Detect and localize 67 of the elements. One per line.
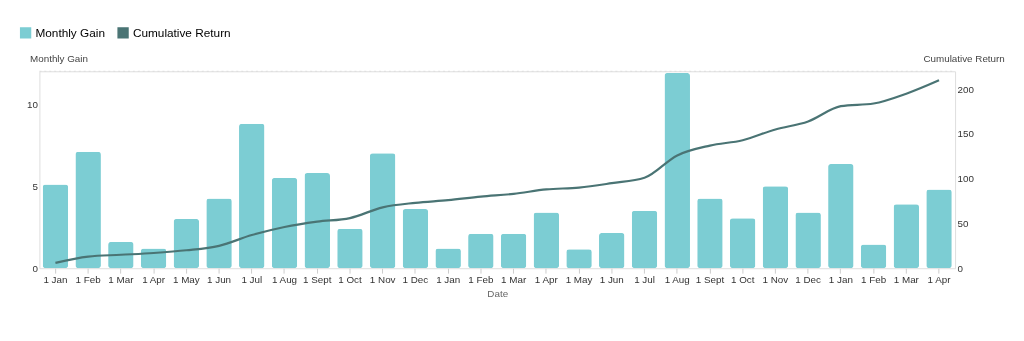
x-tick-label: 1 Aug: [271, 274, 298, 286]
legend-label: Monthly Gain: [35, 25, 105, 40]
bar: [435, 248, 461, 269]
bar: [402, 209, 429, 269]
legend-label: Cumulative Return: [132, 25, 231, 40]
x-tick-label: 1 Apr: [927, 274, 952, 286]
y2-tick-label: 0: [957, 262, 964, 274]
bar: [206, 198, 232, 269]
y-tick-label: 10: [26, 98, 39, 110]
bar: [795, 212, 821, 269]
bar: [173, 218, 200, 269]
bar: [729, 218, 756, 269]
x-tick-label: 1 Feb: [75, 274, 102, 286]
x-tick-label: 1 Sept: [303, 274, 332, 286]
x-tick-label: 1 Jun: [599, 274, 624, 286]
bar: [893, 204, 920, 269]
x-tick-label: 1 Apr: [142, 274, 166, 286]
x-tick-label: 1 Jan: [43, 274, 68, 286]
x-axis-title: Date: [487, 288, 509, 300]
y2-tick-label: 200: [957, 83, 975, 95]
bar: [533, 212, 560, 269]
x-tick-label: 1 Oct: [338, 274, 362, 286]
y-tick-label: 5: [32, 180, 39, 192]
x-tick-label: 1 Mar: [501, 274, 527, 286]
x-tick-label: 1 May: [565, 274, 593, 286]
x-tick-label: 1 Mar: [893, 274, 920, 286]
bar: [239, 123, 265, 269]
x-tick-label: 1 Jun: [207, 274, 232, 286]
bar: [860, 244, 887, 269]
line-series: [54, 79, 941, 264]
bar: [468, 233, 494, 269]
x-tick-label: 1 Sept: [695, 274, 725, 286]
bar: [271, 177, 298, 269]
x-tick-label: 1 Nov: [369, 274, 396, 286]
x-tick-label: 1 Jul: [634, 274, 655, 286]
bar: [369, 153, 396, 269]
bar: [75, 151, 101, 269]
x-tick-label: 1 Oct: [730, 274, 755, 286]
bar: [500, 233, 527, 269]
bar: [337, 228, 363, 269]
y2-tick-label: 50: [957, 217, 969, 229]
y2-tick-label: 150: [957, 128, 975, 140]
x-tick-label: 1 Dec: [402, 274, 429, 286]
x-tick-label: 1 Aug: [664, 274, 690, 286]
bar: [828, 163, 854, 269]
y-axis-title: Monthly Gain: [30, 52, 88, 64]
x-tick-label: 1 Jan: [828, 274, 853, 286]
x-tick-label: 1 Dec: [795, 274, 822, 286]
x-tick-label: 1 Feb: [468, 274, 494, 286]
bar: [926, 189, 952, 269]
bar: [762, 186, 789, 269]
x-tick-label: 1 Feb: [861, 274, 887, 286]
x-tick-label: 1 Apr: [534, 274, 559, 286]
bar: [664, 72, 690, 269]
x-tick-label: 1 May: [172, 274, 200, 286]
bar: [631, 210, 658, 269]
y-tick-label: 0: [32, 262, 39, 274]
bar: [42, 184, 69, 269]
y2-axis-title: Cumulative Return: [923, 52, 1005, 64]
bar: [599, 232, 625, 269]
y2-tick-label: 100: [957, 173, 975, 185]
x-tick-label: 1 Mar: [108, 274, 135, 286]
x-tick-label: 1 Jan: [436, 274, 461, 286]
x-tick-label: 1 Nov: [762, 274, 789, 286]
x-tick-label: 1 Jul: [241, 274, 263, 286]
bar: [697, 198, 723, 269]
bar: [304, 173, 330, 269]
